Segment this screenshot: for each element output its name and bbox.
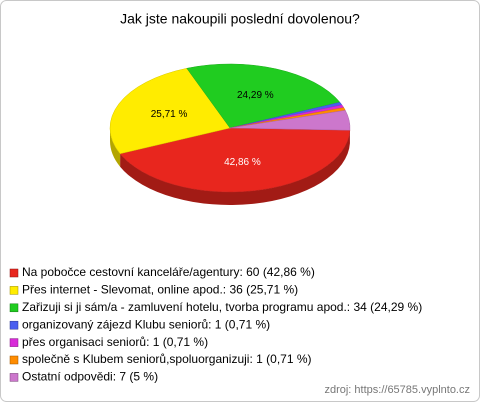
legend-swatch [10, 304, 18, 312]
legend-swatch [10, 321, 18, 329]
legend-swatch [10, 339, 18, 347]
legend-label: Na pobočce cestovní kanceláře/agentury: … [22, 265, 315, 279]
source: zdroj: https://65785.vyplnto.cz [324, 384, 470, 396]
data-label: 24,29 % [237, 90, 274, 101]
legend-label: organizovaný zájezd Klubu seniorů: 1 (0,… [22, 317, 270, 331]
legend-swatch [10, 286, 18, 294]
data-label: 25,71 % [151, 109, 188, 120]
legend-label: společně s Klubem seniorů,spoluorganizuj… [22, 352, 312, 366]
legend-label: Ostatní odpovědi: 7 (5 %) [22, 370, 158, 384]
chart-title: Jak jste nakoupili poslední dovolenou? [120, 11, 360, 27]
legend-swatch [10, 373, 18, 381]
legend-label: přes organisaci seniorů: 1 (0,71 %) [22, 335, 208, 349]
legend-swatch [10, 269, 18, 277]
legend-label: Zařizuji si ji sám/a - zamluvení hotelu,… [22, 300, 422, 314]
legend-label: Přes internet - Slevomat, online apod.: … [22, 283, 298, 297]
legend-swatch [10, 356, 18, 364]
data-label: 42,86 % [224, 157, 261, 168]
